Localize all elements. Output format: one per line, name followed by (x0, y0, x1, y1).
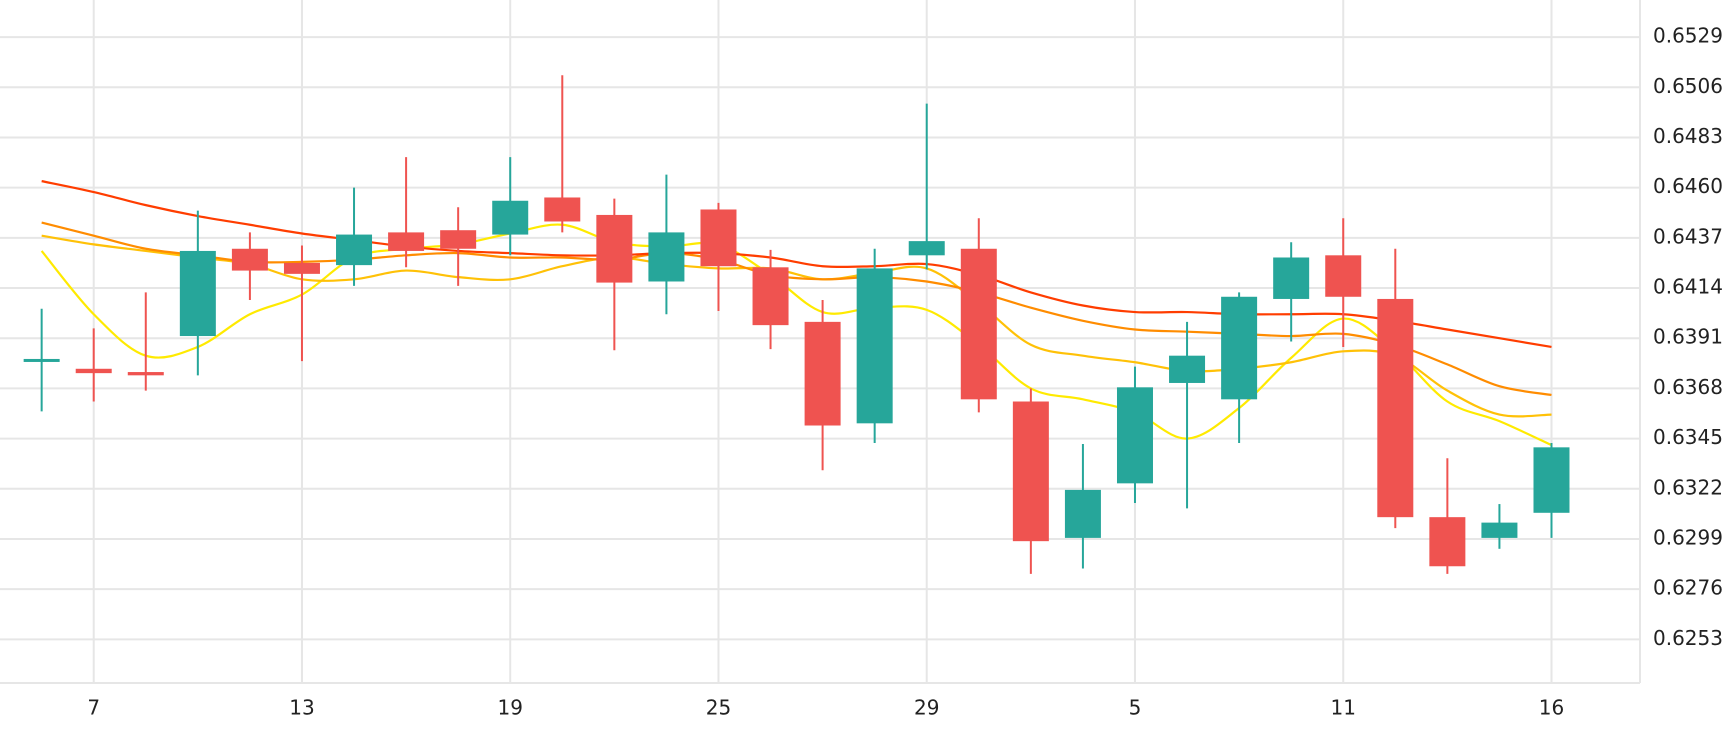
candle (1377, 248, 1414, 529)
candle (1169, 321, 1206, 509)
x-tick-label: 16 (1539, 696, 1564, 720)
y-tick-label: 0.6322 (1653, 475, 1723, 499)
candle (1116, 366, 1153, 503)
candle (492, 157, 529, 256)
moving-average-lines (40, 180, 1552, 447)
y-tick-label: 0.6506 (1653, 74, 1723, 98)
candle-body (1377, 298, 1414, 518)
candle (283, 245, 320, 362)
candle (700, 202, 737, 311)
y-tick-label: 0.6276 (1653, 576, 1723, 600)
candle-body (1481, 522, 1518, 538)
x-tick-label: 5 (1129, 696, 1142, 720)
moving-average-line (41, 234, 1552, 418)
candle-body (596, 214, 633, 283)
candle-body (179, 250, 216, 337)
candle (23, 308, 60, 412)
candle (908, 103, 945, 270)
y-tick-label: 0.6483 (1653, 124, 1723, 148)
candle (1221, 292, 1258, 443)
candle (388, 157, 425, 268)
y-tick-label: 0.6391 (1653, 325, 1723, 349)
x-tick-label: 29 (914, 696, 939, 720)
candle (544, 75, 581, 233)
moving-average-line (41, 180, 1552, 349)
y-tick-label: 0.6529 (1653, 24, 1723, 48)
candle (1533, 442, 1570, 538)
candle (1273, 242, 1310, 342)
candle-body (388, 232, 425, 251)
candle-body (544, 197, 581, 222)
candle (596, 198, 633, 351)
candle-body (908, 241, 945, 256)
candle-body (1169, 355, 1206, 383)
candle (75, 328, 112, 402)
candle-body (1221, 296, 1258, 400)
axes (0, 0, 1641, 684)
candle (231, 232, 268, 301)
candle-body (1325, 255, 1362, 297)
x-tick-label: 11 (1331, 696, 1356, 720)
candle-body (1012, 401, 1049, 542)
candle-body (804, 321, 841, 426)
candle-body (1429, 517, 1466, 567)
moving-average-line (40, 223, 1552, 447)
candles (23, 75, 1570, 574)
candle-body (960, 248, 997, 400)
y-axis-tick-labels: 0.6529 0.6506 0.6483 0.6460 0.6437 0.6414 0.63… (1653, 24, 1723, 650)
y-tick-label: 0.6414 (1653, 275, 1723, 299)
candle-body (127, 372, 164, 376)
y-tick-label: 0.6368 (1653, 375, 1723, 399)
candle-body (856, 268, 893, 424)
x-axis-tick-labels: 7 13 19 25 29 5 11 16 (87, 696, 1564, 720)
candle (648, 174, 685, 315)
candle (1325, 218, 1362, 347)
candle (1064, 444, 1101, 569)
candle (179, 210, 216, 376)
candle-body (1064, 489, 1101, 538)
candle-body (648, 232, 685, 282)
y-tick-label: 0.6345 (1653, 425, 1723, 449)
candle-body (1116, 387, 1153, 484)
x-tick-label: 13 (289, 696, 314, 720)
candle-body (440, 230, 477, 249)
y-tick-label: 0.6437 (1653, 224, 1723, 248)
candle-body (283, 262, 320, 274)
y-tick-label: 0.6460 (1653, 174, 1723, 198)
candle (1012, 388, 1049, 574)
candle-body (75, 368, 112, 374)
y-tick-label: 0.6299 (1653, 525, 1723, 549)
candle (960, 218, 997, 413)
candle-body (700, 209, 737, 267)
x-tick-label: 25 (706, 696, 731, 720)
candle (804, 300, 841, 471)
candle-body (23, 358, 60, 362)
candle (1429, 458, 1466, 574)
candle-body (1533, 447, 1570, 513)
candle-body (752, 267, 789, 326)
candle (752, 249, 789, 350)
candle (440, 207, 477, 286)
candle (1481, 504, 1518, 549)
candle (856, 248, 893, 443)
x-tick-label: 19 (497, 696, 522, 720)
candle (336, 187, 373, 286)
candle-body (336, 234, 373, 266)
y-tick-label: 0.6253 (1653, 626, 1723, 650)
moving-average-line (41, 221, 1552, 397)
candle (127, 292, 164, 391)
candle-body (492, 200, 529, 235)
x-tick-label: 7 (87, 696, 100, 720)
candle-body (1273, 257, 1310, 299)
candle-body (231, 248, 268, 271)
